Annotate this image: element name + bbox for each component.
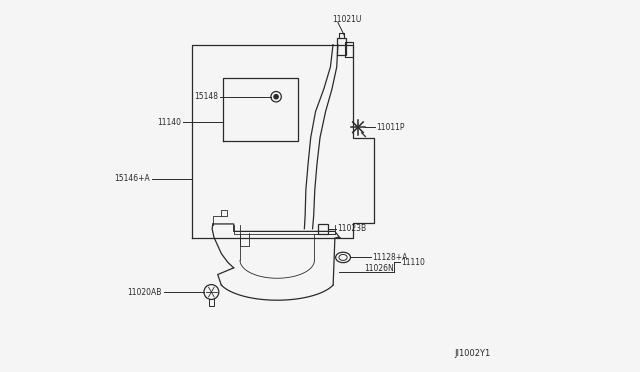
Text: 11026N: 11026N xyxy=(364,264,394,273)
Text: 11023B: 11023B xyxy=(337,224,367,233)
Text: 11110: 11110 xyxy=(401,258,425,267)
Text: 15146+A: 15146+A xyxy=(115,174,150,183)
Text: 11011P: 11011P xyxy=(376,123,405,132)
Text: 11128+A: 11128+A xyxy=(372,253,408,262)
Text: JI1002Y1: JI1002Y1 xyxy=(455,349,491,358)
Text: 11140: 11140 xyxy=(157,118,182,126)
Text: 11021U: 11021U xyxy=(332,15,361,24)
Text: 15148: 15148 xyxy=(195,92,218,101)
Bar xyxy=(337,38,346,55)
Bar xyxy=(318,224,328,234)
Text: 11020AB: 11020AB xyxy=(127,288,162,296)
Circle shape xyxy=(274,94,278,99)
